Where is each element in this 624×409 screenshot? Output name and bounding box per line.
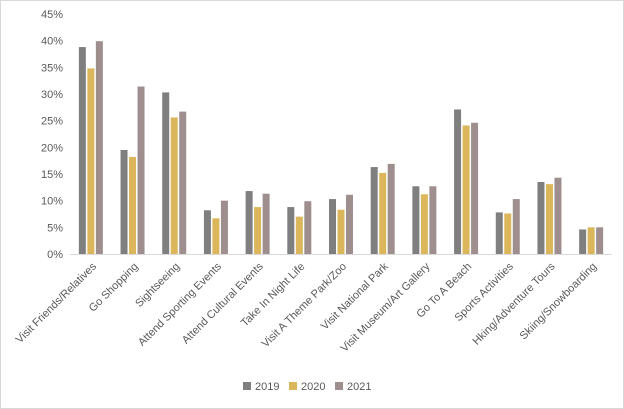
bar-2020 xyxy=(170,117,178,254)
bar-2021 xyxy=(262,193,270,254)
bar-2020 xyxy=(212,218,220,254)
bar-2021 xyxy=(346,194,353,254)
y-tick-label: 15% xyxy=(41,169,63,181)
x-tick-label: Hking/Adventure Tours xyxy=(471,260,558,347)
bar-2019 xyxy=(329,199,336,254)
legend-label: 2021 xyxy=(347,381,371,393)
bar-2020 xyxy=(587,227,595,254)
bar-2020 xyxy=(545,184,553,254)
y-tick-label: 45% xyxy=(41,9,63,21)
legend: 2019 2020 2021 xyxy=(243,381,371,393)
bars xyxy=(78,41,604,255)
y-tick-label: 0% xyxy=(47,249,63,261)
legend-label: 2020 xyxy=(301,381,325,393)
x-tick-label: Attend Sporting Events xyxy=(136,260,224,348)
bar-2019 xyxy=(120,150,128,254)
bar-2020 xyxy=(379,172,387,254)
bar-2019 xyxy=(162,92,170,255)
bar-2020 xyxy=(254,207,262,254)
bar-2019 xyxy=(370,167,378,254)
bar-2019 xyxy=(203,210,211,254)
y-tick-label: 30% xyxy=(41,89,63,101)
bar-2020 xyxy=(295,216,303,254)
bar-2019 xyxy=(412,186,420,254)
y-tick-label: 10% xyxy=(41,196,63,208)
bar-2019 xyxy=(579,229,587,254)
bar-2020 xyxy=(87,68,95,255)
y-tick-label: 20% xyxy=(41,142,63,154)
bar-2021 xyxy=(95,41,103,255)
bar-2020 xyxy=(420,194,428,254)
bar-2019 xyxy=(78,47,86,254)
bar-2021 xyxy=(387,163,395,254)
bar-2021 xyxy=(220,200,228,254)
bar-2021 xyxy=(429,186,437,254)
legend-swatch xyxy=(289,382,297,390)
bar-2020 xyxy=(129,156,137,254)
bar-2019 xyxy=(287,207,295,254)
bar-2021 xyxy=(304,201,312,254)
x-tick-label: Visit Friends/Relatives xyxy=(14,260,100,346)
x-tick-label: Skiing/Snowboarding xyxy=(518,261,600,343)
y-tick-label: 40% xyxy=(41,36,63,48)
legend-label: 2019 xyxy=(255,381,279,393)
bar-2021 xyxy=(137,86,145,254)
bar-2019 xyxy=(495,212,503,254)
bar-2020 xyxy=(504,213,512,254)
bar-2020 xyxy=(462,125,470,254)
bar-2021 xyxy=(596,227,604,254)
bar-2021 xyxy=(554,177,562,254)
bar-2020 xyxy=(337,209,345,254)
bar-2019 xyxy=(537,182,545,254)
bar-2021 xyxy=(179,111,187,254)
y-tick-label: 5% xyxy=(47,222,63,234)
y-tick-label: 35% xyxy=(41,62,63,74)
bar-2019 xyxy=(454,109,462,254)
y-axis: 0% 5% 10% 15% 20% 25% 30% 35% 40% 45% xyxy=(41,9,63,261)
bar-2021 xyxy=(471,122,479,254)
x-tick-label: Attend Cultural Events xyxy=(180,260,266,346)
legend-swatch xyxy=(243,382,251,390)
x-tick-label: Visit A Theme Park/Zoo xyxy=(260,261,349,350)
bar-2021 xyxy=(512,199,520,254)
y-tick-label: 25% xyxy=(41,116,63,128)
bar-2019 xyxy=(245,191,253,254)
legend-swatch xyxy=(335,382,343,390)
